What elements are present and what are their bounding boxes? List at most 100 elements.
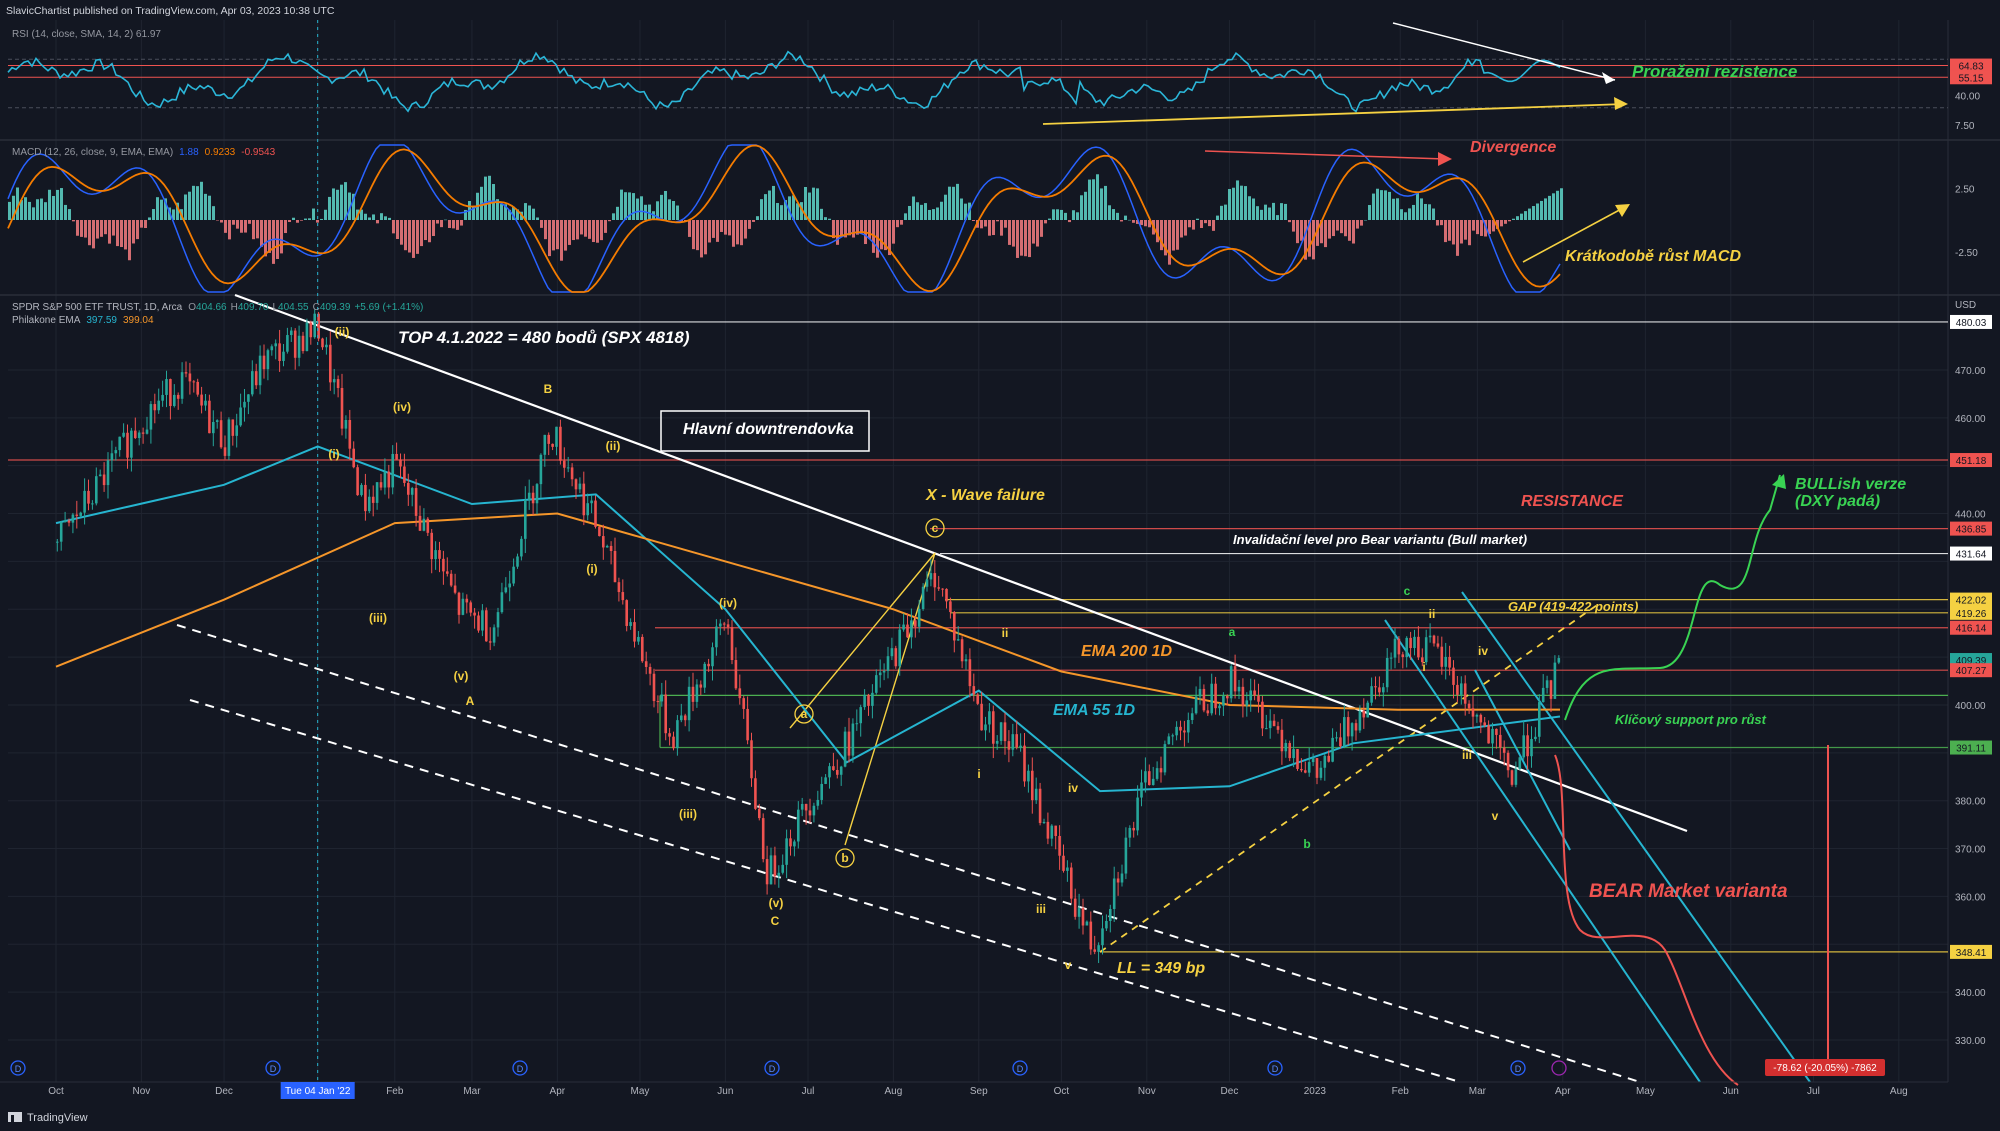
candle-body	[1265, 728, 1268, 730]
macd-histogram-bar	[1396, 198, 1399, 220]
macd-histogram-bar	[840, 220, 843, 237]
macd-legend: MACD (12, 26, close, 9, EMA, EMA) 1.88 0.9…	[12, 147, 276, 158]
macd-histogram-bar	[1192, 220, 1195, 230]
price-axis[interactable]: 470.00 460.00 440.00 400.00 380.00 370.00 360.…	[1950, 314, 1992, 1047]
candle-body	[461, 598, 465, 615]
candle-body	[1155, 768, 1159, 779]
candle-body	[863, 694, 866, 708]
macd-histogram-bar	[232, 220, 235, 225]
time-axis-label: Mar	[1469, 1086, 1487, 1097]
candle-body	[859, 707, 862, 724]
dividend-marker-icon	[1012, 1060, 1028, 1076]
candle-body	[917, 609, 921, 627]
macd-histogram-bar	[1140, 220, 1143, 226]
macd-histogram-bar	[224, 220, 227, 233]
candles[interactable]	[56, 309, 1561, 964]
candle-body	[1541, 687, 1545, 703]
macd-histogram-bar	[144, 220, 147, 229]
macd-histogram-bar	[776, 203, 779, 220]
macd-histogram-bar	[64, 204, 67, 220]
footer-brand[interactable]: TradingView	[27, 1112, 88, 1124]
candle-body	[586, 503, 589, 516]
candle-body	[1467, 703, 1471, 709]
macd-histogram-bar	[516, 209, 519, 220]
price-axis-label: 460.00	[1955, 414, 1986, 425]
macd-axis-label: 7.50	[1955, 121, 1975, 132]
macd-histogram-bar	[784, 200, 787, 220]
candle-body	[126, 432, 129, 458]
candle-body	[1370, 686, 1373, 703]
macd-histogram-bar	[1240, 185, 1243, 220]
candle-body	[551, 443, 554, 447]
macd-histogram-bar	[1012, 220, 1015, 247]
macd-histogram-bar	[676, 205, 679, 220]
macd-histogram-bar	[1300, 220, 1303, 241]
candle-body	[855, 723, 859, 725]
macd-histogram-bar	[680, 220, 683, 223]
macd-histogram-bar	[860, 220, 863, 233]
annotations: (ii) (iv) (i) (iii) (v) A B (ii) (i) (iv) (iii) (v)…	[328, 325, 1498, 972]
candle-body	[1538, 702, 1541, 737]
macd-histogram-bar	[1472, 220, 1475, 231]
macd-histogram-bar	[720, 220, 723, 232]
candle-body	[1553, 662, 1557, 699]
candle-body	[410, 488, 414, 495]
macd-divergence-annotation: Divergence	[1470, 139, 1556, 156]
macd-histogram-bar	[1448, 220, 1451, 241]
candle-body	[734, 660, 738, 689]
candle-body	[598, 526, 601, 537]
candle-body	[473, 612, 476, 616]
candle-body	[921, 586, 925, 610]
macd-histogram-bar	[792, 195, 795, 220]
candle-body	[1179, 726, 1182, 731]
macd-histogram-bar	[160, 199, 163, 220]
candle-body	[1510, 770, 1514, 785]
candle-body	[395, 453, 398, 460]
candle-body	[254, 371, 258, 386]
candle-body	[442, 558, 445, 572]
macd-histogram-bar	[584, 220, 587, 237]
candle-body	[793, 841, 796, 847]
candle-body	[1163, 744, 1167, 773]
candle-body	[1436, 643, 1440, 647]
macd-histogram-bar	[1376, 188, 1379, 220]
candle-body	[465, 598, 469, 603]
candle-body	[1393, 638, 1397, 658]
candle-body	[925, 579, 929, 587]
time-axis-label: Oct	[1054, 1086, 1070, 1097]
support-dashed-trendline	[1099, 602, 1601, 953]
candle-body	[290, 330, 293, 336]
candle-body	[1042, 821, 1046, 823]
wave-label: i	[977, 767, 980, 781]
macd-histogram-bar	[404, 220, 407, 251]
macd-panel[interactable]: 7.50 2.50 -2.50	[7, 121, 1978, 293]
ema-legend-200: 399.04	[123, 315, 154, 326]
candle-body	[56, 541, 59, 543]
candle-body	[102, 474, 106, 486]
macd-histogram-bar	[192, 185, 195, 220]
candle-body	[212, 421, 215, 434]
candle-body	[602, 536, 605, 548]
price-badge-bg	[1950, 740, 1992, 755]
candle-body	[1401, 654, 1405, 658]
macd-histogram-bar	[56, 189, 59, 220]
macd-histogram-bar	[628, 192, 631, 220]
candle-body	[141, 432, 145, 434]
candle-body	[247, 394, 250, 402]
candle-body	[1132, 827, 1135, 831]
macd-histogram-bar	[1272, 202, 1275, 220]
time-axis[interactable]: Oct Nov Dec Tue 04 Jan '22 Feb Mar Apr May Jun Ju…	[0, 20, 1948, 1099]
price-badge: 480.03	[1956, 318, 1987, 329]
macd-histogram-bar	[452, 220, 455, 229]
price-badge: 348.41	[1956, 948, 1987, 959]
macd-histogram-bar	[176, 202, 179, 220]
dividend-marker-letter: D	[1272, 1064, 1279, 1074]
candle-body	[1362, 710, 1366, 718]
time-axis-label: 2023	[1304, 1086, 1327, 1097]
candle-body	[637, 636, 640, 642]
macd-histogram-bar	[1056, 209, 1059, 220]
macd-histogram-bar	[992, 220, 995, 236]
candle-body	[785, 838, 788, 865]
macd-histogram-bar	[1212, 220, 1215, 231]
